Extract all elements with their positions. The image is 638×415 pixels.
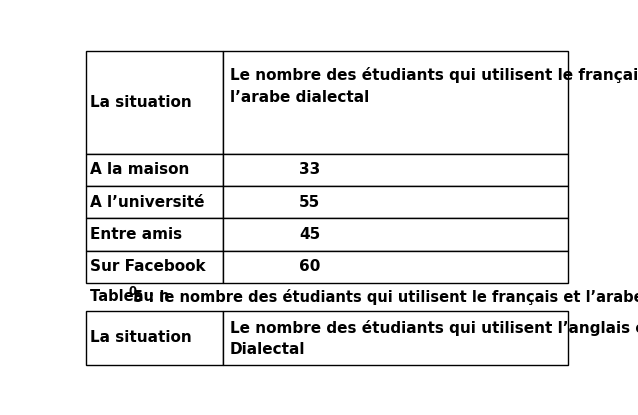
Text: Le nombre des étudiants qui utilisent le français et: Le nombre des étudiants qui utilisent le… (230, 67, 638, 83)
Text: 45: 45 (299, 227, 320, 242)
Bar (223, 51, 568, 154)
Text: Tableau n: Tableau n (90, 289, 169, 304)
Bar (86, 51, 223, 154)
Bar (86, 311, 223, 365)
Bar (223, 251, 568, 283)
Text: 55: 55 (299, 195, 320, 210)
Bar (86, 251, 223, 283)
Text: l’arabe dialectal: l’arabe dialectal (230, 90, 369, 105)
Text: La situation: La situation (90, 95, 191, 110)
Text: 5 : le nombre des étudiants qui utilisent le français et l’arabe dialectal: 5 : le nombre des étudiants qui utilisen… (133, 289, 638, 305)
Text: Entre amis: Entre amis (90, 227, 182, 242)
Text: 60: 60 (299, 259, 320, 274)
Text: A l’université: A l’université (90, 195, 204, 210)
Text: 33: 33 (299, 162, 320, 178)
Text: 0: 0 (128, 286, 137, 298)
Text: Le nombre des étudiants qui utilisent l’anglais et l’arabe: Le nombre des étudiants qui utilisent l’… (230, 320, 638, 336)
Text: A la maison: A la maison (90, 162, 189, 178)
Bar (223, 311, 568, 365)
Bar (86, 154, 223, 186)
Text: La situation: La situation (90, 330, 191, 345)
Bar (86, 186, 223, 218)
Bar (223, 186, 568, 218)
Bar (223, 154, 568, 186)
Text: Sur Facebook: Sur Facebook (90, 259, 205, 274)
Bar (86, 218, 223, 251)
Bar (223, 218, 568, 251)
Text: Dialectal: Dialectal (230, 342, 305, 356)
